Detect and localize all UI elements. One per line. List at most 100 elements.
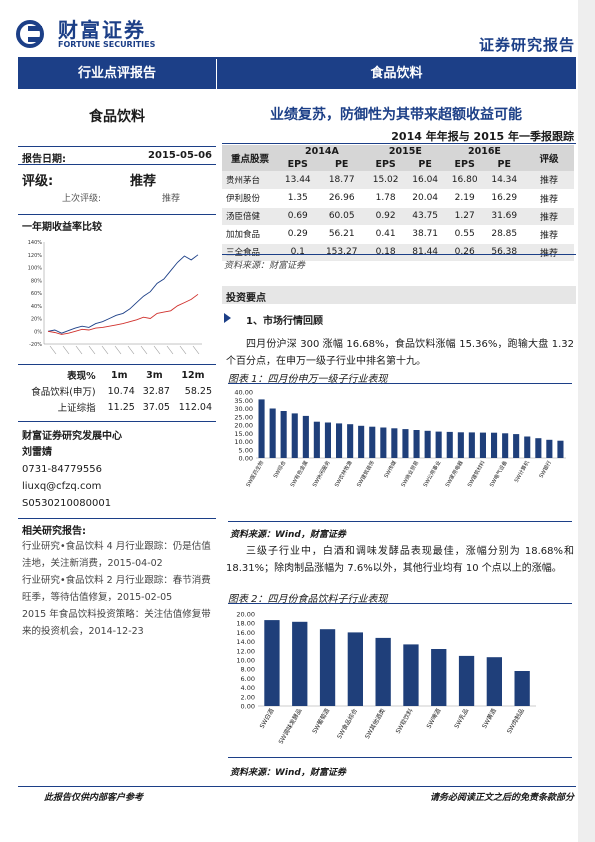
bar <box>535 438 542 458</box>
x-tick-label: SW家用电器 <box>443 458 465 488</box>
research-center-title: 财富证券研究发展中心 <box>22 431 122 442</box>
x-tick-label <box>101 345 109 355</box>
bar <box>369 426 376 458</box>
x-tick-label <box>62 345 70 355</box>
col-rating-header: 评级 <box>524 145 574 171</box>
key-stocks-table: 重点股票 2014A 2015E 2016E 评级 EPS PE EPS PE … <box>222 145 574 262</box>
x-tick-label: SW建筑材料 <box>465 459 487 488</box>
stock-name: 加加食品 <box>222 225 278 244</box>
stock-cell: 60.05 <box>317 207 366 226</box>
bar <box>380 427 387 458</box>
y-tick-label: 20% <box>31 317 42 323</box>
stock-cell: 16.04 <box>405 171 445 190</box>
bullet-arrow-icon <box>224 313 231 323</box>
x-tick-label: SW软饮料 <box>394 707 415 735</box>
date-value: 2015-05-06 <box>148 150 212 161</box>
bar <box>324 422 331 458</box>
report-type: 证券研究报告 <box>478 36 575 54</box>
perf-cell: 112.04 <box>178 401 212 413</box>
related-reports-title: 相关研究报告: <box>22 526 86 537</box>
perf-cell: 10.74 <box>107 385 135 397</box>
date-label: 报告日期: <box>22 154 66 165</box>
x-tick-label <box>88 345 96 355</box>
stock-cell: 38.71 <box>405 225 445 244</box>
related-report-item[interactable]: 行业研究•食品饮料 4 月行业跟踪：仍是估值洼地，关注新消费，2015-04-0… <box>22 541 211 569</box>
table-source: 资料来源：财富证券 <box>224 261 306 271</box>
chart2-caption: 图表 2：四月份食品饮料子行业表现 <box>228 590 572 605</box>
table-row: 伊利股份 1.35 26.96 1.78 20.04 2.19 16.29 推荐 <box>222 189 574 208</box>
y-tick-label: 140% <box>28 240 43 246</box>
chart1-caption: 图表 1：四月份申万一级子行业表现 <box>228 370 572 385</box>
stock-name: 三全食品 <box>222 243 278 262</box>
stock-cell: 31.69 <box>484 207 524 226</box>
x-tick-label: SW银行 <box>537 459 553 479</box>
stock-cell: 0.18 <box>365 243 406 262</box>
y-tick-label: 20.00 <box>234 422 253 430</box>
stock-cell: 56.38 <box>484 243 524 262</box>
related-report-item[interactable]: 行业研究•食品饮料 2 月行业跟踪：春节消费旺季，等待估值修复，2015-02-… <box>22 575 211 603</box>
divider <box>18 164 216 165</box>
bar <box>402 429 409 458</box>
performance-table: 表现% 1m 3m 12m 食品饮料(申万) 10.74 32.87 58.25… <box>20 367 214 415</box>
x-tick-label <box>166 345 174 355</box>
bar <box>458 655 475 706</box>
x-tick-label: SW白酒 <box>258 707 276 730</box>
stock-cell: 13.44 <box>278 171 318 190</box>
x-tick-label: SW葡萄酒 <box>310 707 331 735</box>
header-divider <box>18 57 576 59</box>
stock-cell: 56.21 <box>317 225 366 244</box>
bar <box>502 433 509 459</box>
y-tick-label: 5.00 <box>239 446 253 454</box>
perf-row-name: 食品饮料(申万) <box>31 387 96 398</box>
perf-header: 3m <box>146 369 163 381</box>
report-category-bar: 行业点评报告 <box>18 59 216 89</box>
x-tick-label: SW乳品 <box>452 707 470 730</box>
subcol-header: PE <box>484 158 524 171</box>
x-tick-label <box>75 345 83 355</box>
stock-cell: 0.69 <box>278 207 318 226</box>
logo-text-en: FORTUNE SECURITIES <box>58 40 156 49</box>
stock-cell: 2.19 <box>444 189 485 208</box>
stock-cell: 0.55 <box>444 225 485 244</box>
bar <box>280 411 287 458</box>
divider <box>18 146 216 147</box>
stock-rating: 推荐 <box>524 207 574 226</box>
series-line <box>47 293 199 335</box>
bar <box>358 425 365 458</box>
y-tick-label: 40% <box>31 304 42 310</box>
x-tick-label <box>192 345 200 355</box>
x-tick-label <box>153 345 161 355</box>
x-tick-label: SW有色金属 <box>288 459 310 488</box>
analyst-email[interactable]: liuxq@cfzq.com <box>22 481 102 492</box>
year-header: 2015E <box>365 145 445 158</box>
divider <box>18 518 216 519</box>
bar <box>479 432 486 458</box>
table-row: 汤臣倍健 0.69 60.05 0.92 43.75 1.27 31.69 推荐 <box>222 207 574 226</box>
x-tick-label: SW传媒 <box>382 458 399 479</box>
rating-value: 推荐 <box>130 174 157 189</box>
stock-cell: 1.78 <box>365 189 406 208</box>
stock-cell: 14.34 <box>484 171 524 190</box>
industry-bar-chart: 40.00 35.00 30.00 25.00 20.00 15.00 10.00 5.00 0… <box>226 388 574 520</box>
table-row: 加加食品 0.29 56.21 0.41 38.71 0.55 28.85 推荐 <box>222 225 574 244</box>
y-tick-label: 12.00 <box>236 647 255 655</box>
perf-cell: 58.25 <box>184 385 212 397</box>
stock-cell: 0.41 <box>365 225 406 244</box>
related-report-item[interactable]: 2015 年食品饮料投资策略：关注估值修复带来的投资机会，2014-12-23 <box>22 609 211 637</box>
y-tick-label: 0% <box>34 329 42 335</box>
stock-cell: 0.26 <box>444 243 485 262</box>
perf-header: 1m <box>110 369 128 381</box>
bar <box>347 424 354 458</box>
bar <box>403 644 419 706</box>
perf-header: 12m <box>181 369 205 381</box>
perf-chart-title: 一年期收益率比较 <box>22 222 102 233</box>
stock-cell: 28.85 <box>484 225 524 244</box>
bar <box>291 413 298 458</box>
logo-icon <box>16 20 44 48</box>
subcol-header: PE <box>317 158 366 171</box>
subcol-header: EPS <box>278 158 318 171</box>
divider <box>228 757 572 758</box>
x-tick-label: SW计算机 <box>512 458 531 483</box>
y-tick-label: 15.00 <box>234 430 253 438</box>
table-row: 上证综指 11.25 37.05 112.04 <box>20 399 214 415</box>
